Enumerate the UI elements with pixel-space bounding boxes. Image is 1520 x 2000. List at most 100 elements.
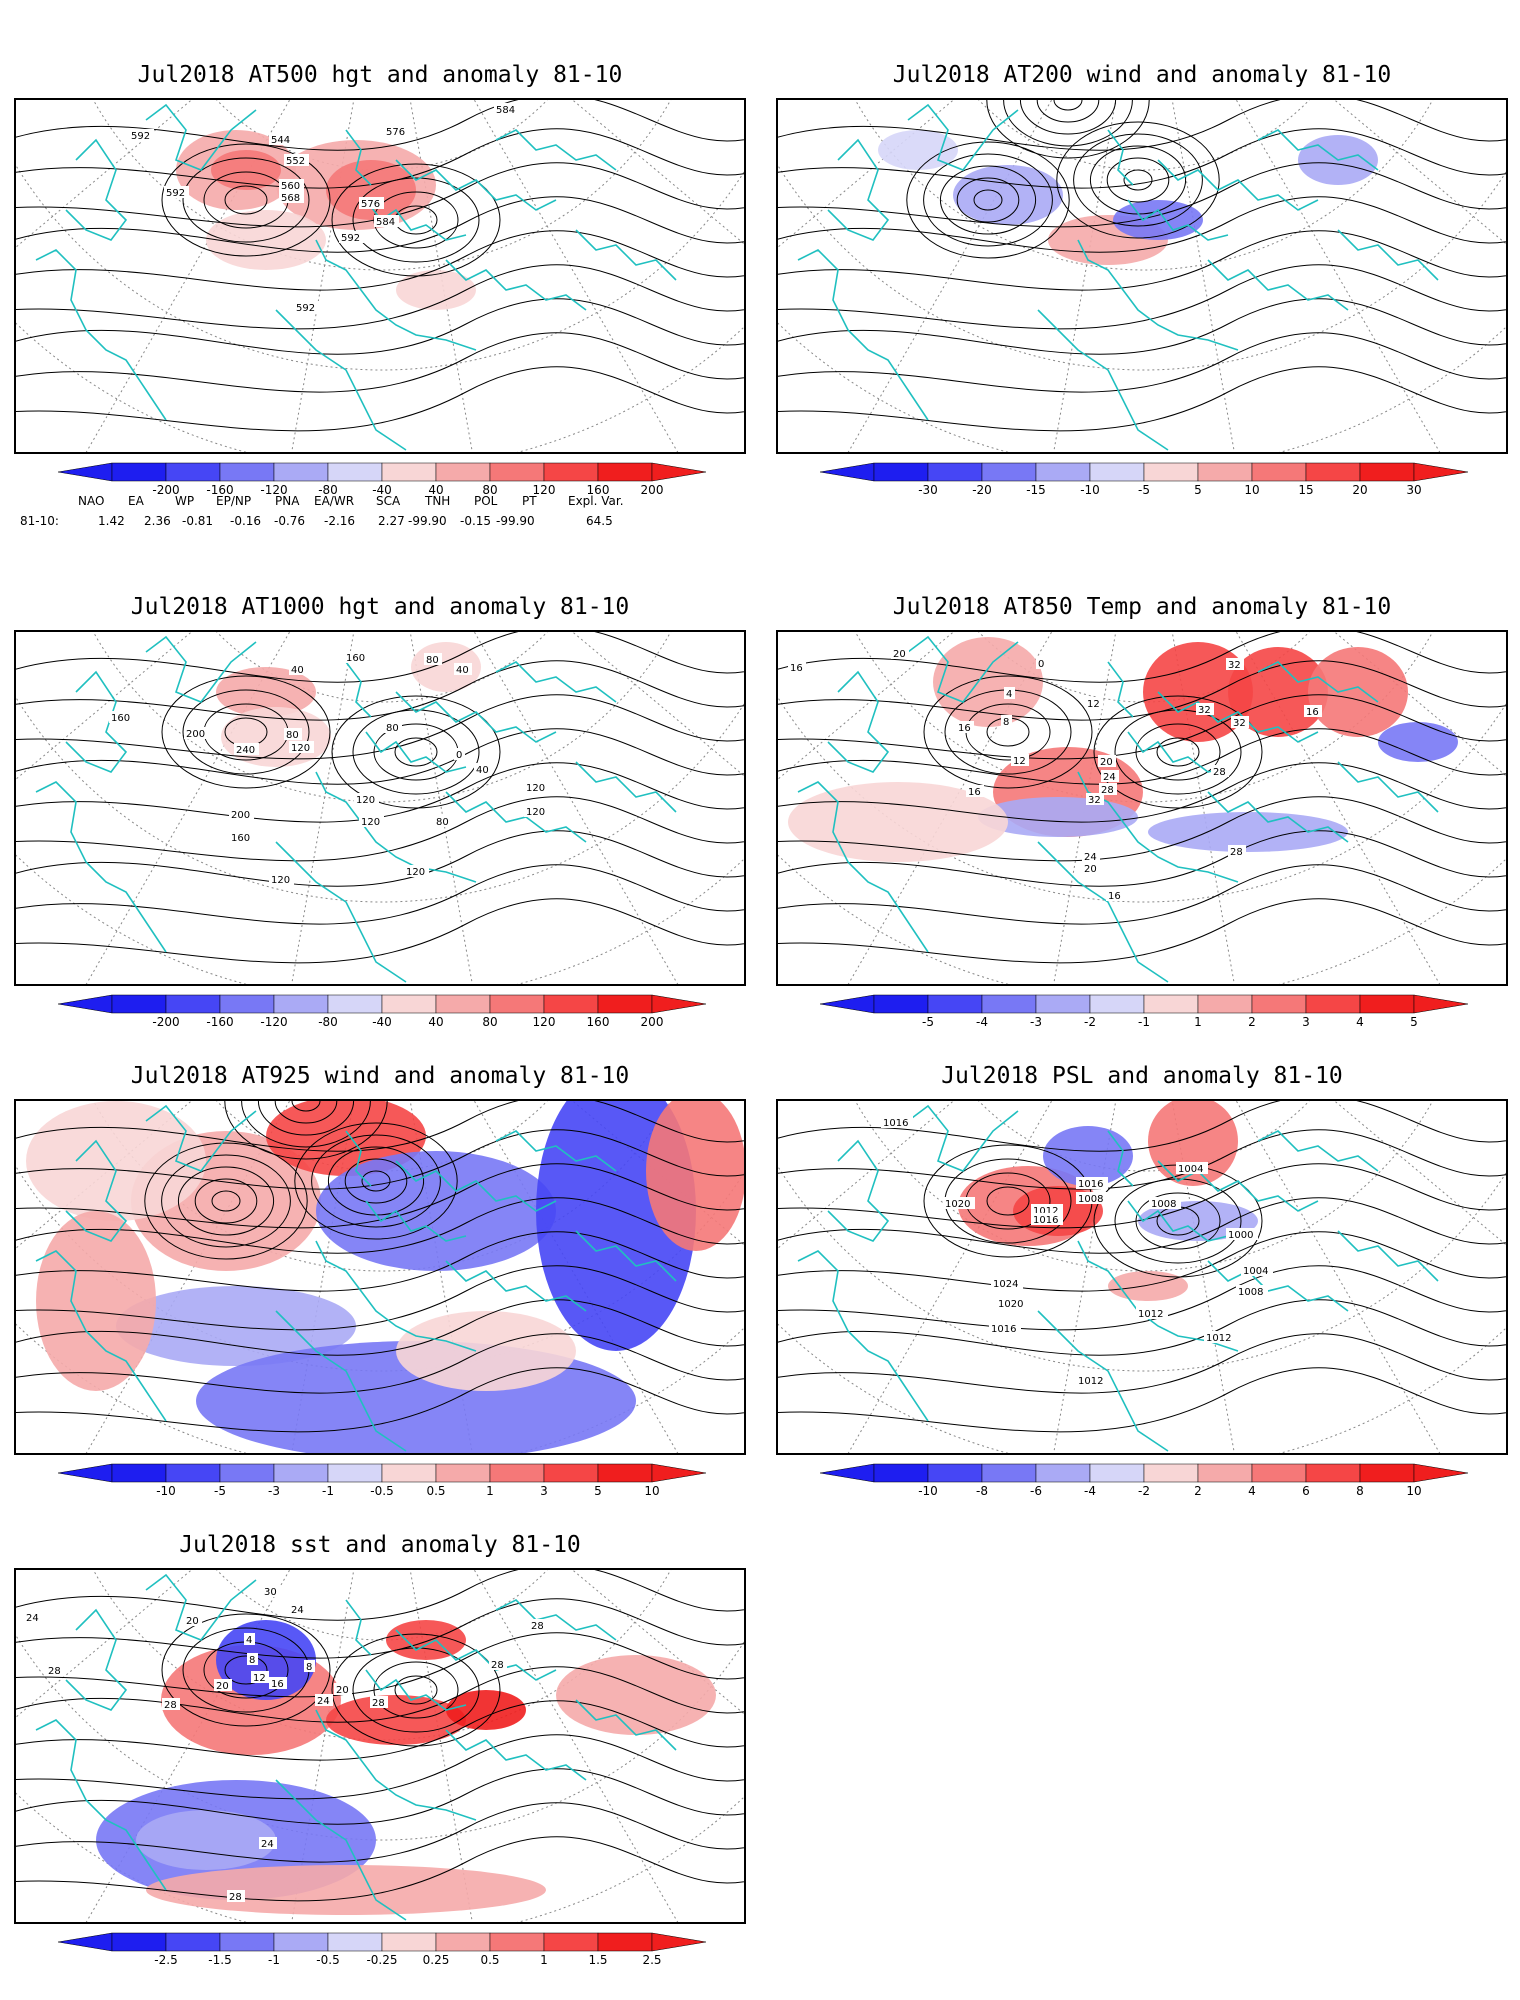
contour-label-bg bbox=[943, 1197, 975, 1209]
contour-label: 16 bbox=[1306, 707, 1319, 718]
contour-label: 200 bbox=[186, 729, 205, 740]
colorbar-tick-label: 10 bbox=[1406, 1484, 1422, 1498]
meridian-line bbox=[778, 100, 955, 248]
colorbar-tick-label: -120 bbox=[260, 483, 288, 497]
contour-line bbox=[778, 1197, 1506, 1254]
map-svg: 1016100410161008102010121016100810001004… bbox=[778, 1101, 1506, 1453]
contour-label-bg bbox=[529, 1619, 547, 1631]
latitude-circle bbox=[778, 696, 1506, 903]
colorbar-tick-label: 160 bbox=[586, 1015, 610, 1029]
meridian-line bbox=[473, 1570, 679, 1922]
colorbar-tick-label: -5 bbox=[922, 1015, 934, 1029]
anomaly-shading bbox=[1378, 722, 1458, 762]
contour-label: 120 bbox=[526, 783, 545, 794]
contour-label: 1020 bbox=[945, 1199, 970, 1210]
index-value: 64.5 bbox=[586, 514, 613, 528]
colorbar-tick-label: 200 bbox=[640, 483, 664, 497]
coastline bbox=[275, 841, 407, 983]
contour-label-bg bbox=[1086, 793, 1104, 805]
anomaly-shading bbox=[1228, 647, 1328, 737]
contour-line bbox=[778, 864, 1506, 925]
contour-label-bg bbox=[247, 1653, 258, 1665]
contour-label: 160 bbox=[346, 653, 365, 664]
meridian-line bbox=[409, 1101, 473, 1453]
colorbar-low-arrow bbox=[819, 1463, 875, 1483]
contour-label: 24 bbox=[261, 1839, 274, 1850]
colorbar-swatch bbox=[273, 1463, 329, 1483]
colorbar-swatch bbox=[597, 994, 653, 1014]
map-svg bbox=[778, 100, 1506, 452]
contour-label-bg bbox=[289, 741, 314, 753]
colorbar-swatch bbox=[1197, 994, 1253, 1014]
contour-line bbox=[16, 1598, 744, 1659]
contour-label: 28 bbox=[48, 1666, 61, 1677]
anomaly-shading bbox=[1108, 1271, 1188, 1301]
coastline bbox=[395, 691, 557, 743]
colorbar-tick-label: -4 bbox=[976, 1015, 988, 1029]
contour-label-bg bbox=[996, 1297, 1028, 1309]
contour-label: 24 bbox=[26, 1613, 39, 1624]
colorbar-tick-label: -160 bbox=[206, 1015, 234, 1029]
contour-label: 20 bbox=[1100, 757, 1113, 768]
contour-line bbox=[778, 230, 1506, 291]
closed-contour bbox=[161, 143, 331, 257]
streamline-circulation bbox=[161, 1154, 291, 1248]
contour-line bbox=[16, 1265, 744, 1331]
contour-line bbox=[778, 1367, 1506, 1433]
anomaly-shading bbox=[211, 150, 281, 190]
contour-label: 40 bbox=[476, 765, 489, 776]
colorbar-tick-label: -2 bbox=[1138, 1484, 1150, 1498]
colorbar-swatch bbox=[219, 994, 275, 1014]
colorbar-tick-label: 4 bbox=[1356, 1015, 1364, 1029]
colorbar-tick-label: -5 bbox=[1138, 483, 1150, 497]
colorbar-swatch bbox=[927, 1463, 983, 1483]
contour-label-bg bbox=[384, 721, 402, 733]
contour-label-bg bbox=[184, 1614, 202, 1626]
streamline-circulation bbox=[211, 1190, 241, 1212]
panel-title: Jul2018 AT500 hgt and anomaly 81-10 bbox=[137, 62, 623, 88]
coastline bbox=[907, 1104, 1019, 1172]
contour-label-bg bbox=[262, 1585, 280, 1597]
coastline bbox=[495, 1599, 617, 1641]
contour-label: 20 bbox=[1084, 864, 1097, 875]
anomaly-shading bbox=[646, 1101, 744, 1251]
meridian-line bbox=[291, 1101, 355, 1453]
streamline-circulation bbox=[257, 1101, 355, 1136]
colorbar-swatch bbox=[273, 462, 329, 482]
panel-at1000: Jul2018 AT1000 hgt and anomaly 81-10 40 1… bbox=[14, 594, 746, 1034]
contour-label: 1012 bbox=[1206, 1333, 1231, 1344]
coastline bbox=[1127, 199, 1229, 241]
contour-label: 552 bbox=[286, 156, 305, 167]
colorbar-tick-label: 120 bbox=[532, 1015, 556, 1029]
contour-line bbox=[778, 1231, 1506, 1292]
colorbar-tick-label: 10 bbox=[1244, 483, 1260, 497]
contour-label: 120 bbox=[361, 817, 380, 828]
colorbar-tick-label: -3 bbox=[1030, 1015, 1042, 1029]
colorbar-tick-label: -1 bbox=[322, 1484, 334, 1498]
panel-psl: Jul2018 PSL and anomaly 81-10 1016 1004 10… bbox=[776, 1063, 1508, 1503]
closed-contour bbox=[923, 675, 1093, 789]
colorbar-swatch bbox=[327, 1463, 383, 1483]
streamline-circulation bbox=[291, 1101, 321, 1112]
contour-line bbox=[778, 762, 1506, 823]
colorbar-tick-label: -0.5 bbox=[370, 1484, 394, 1498]
streamline-circulation bbox=[294, 1122, 458, 1240]
panel-sst: Jul2018 sst and anomaly 81-10 30 24 28 24 20… bbox=[14, 1532, 746, 1972]
contour-label: 24 bbox=[1084, 852, 1097, 863]
contour-label: 592 bbox=[341, 233, 360, 244]
contour-label-bg bbox=[359, 197, 384, 209]
meridian-line bbox=[847, 100, 1053, 452]
streamline-circulation bbox=[1073, 133, 1203, 227]
contour-label: 40 bbox=[291, 665, 304, 676]
colorbar-svg bbox=[819, 994, 1469, 1014]
colorbar-tick-label: -10 bbox=[156, 1484, 176, 1498]
contour-label: 1016 bbox=[991, 1324, 1016, 1335]
contour-label-bg bbox=[344, 651, 369, 663]
anomaly-shading bbox=[446, 1690, 526, 1730]
index-value: 1.42 bbox=[98, 514, 125, 528]
colorbar-swatch bbox=[1143, 1463, 1199, 1483]
colorbar-tick-label: -30 bbox=[918, 483, 938, 497]
contour-line bbox=[778, 1265, 1506, 1331]
contour-line bbox=[16, 1367, 744, 1433]
contour-label: 1004 bbox=[1178, 1164, 1203, 1175]
